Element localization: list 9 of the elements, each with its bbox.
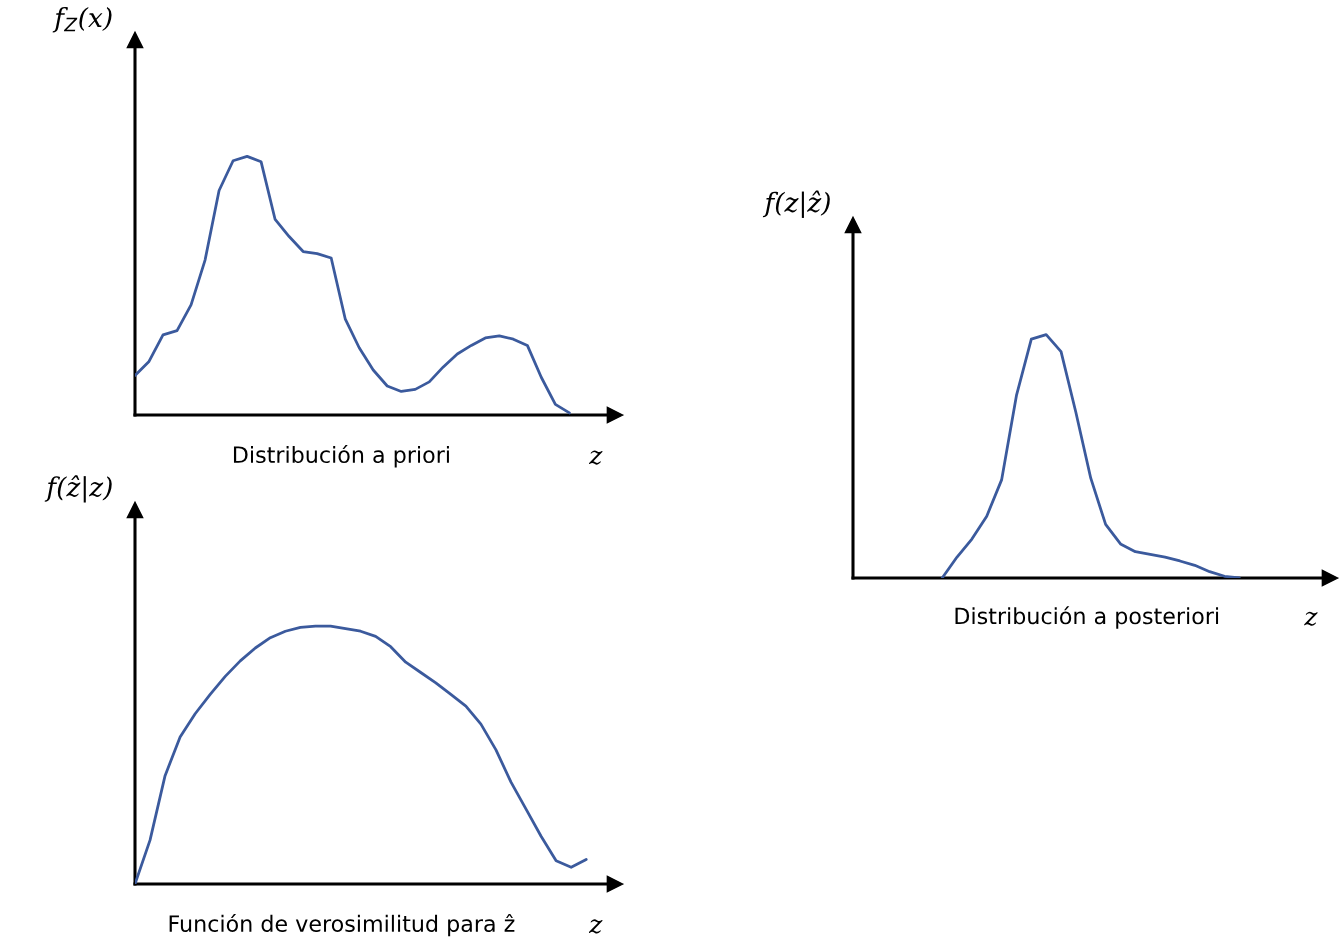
- x-axis-title: z: [1304, 611, 1318, 626]
- text: Distribución a posteriori: [955, 606, 1219, 629]
- x-axis-title: z: [588, 919, 603, 934]
- y-axis-title: f$_{Z}$(x): [52, 6, 112, 33]
- x-axis-title: z: [588, 450, 603, 465]
- text: Función de verosimilitud para ẑ: [169, 913, 515, 937]
- y-axis-title: f(z|ẑ): [762, 190, 830, 218]
- y-axis-title: f(ẑ|z): [44, 475, 112, 503]
- text: Distribución a priori: [233, 445, 449, 468]
